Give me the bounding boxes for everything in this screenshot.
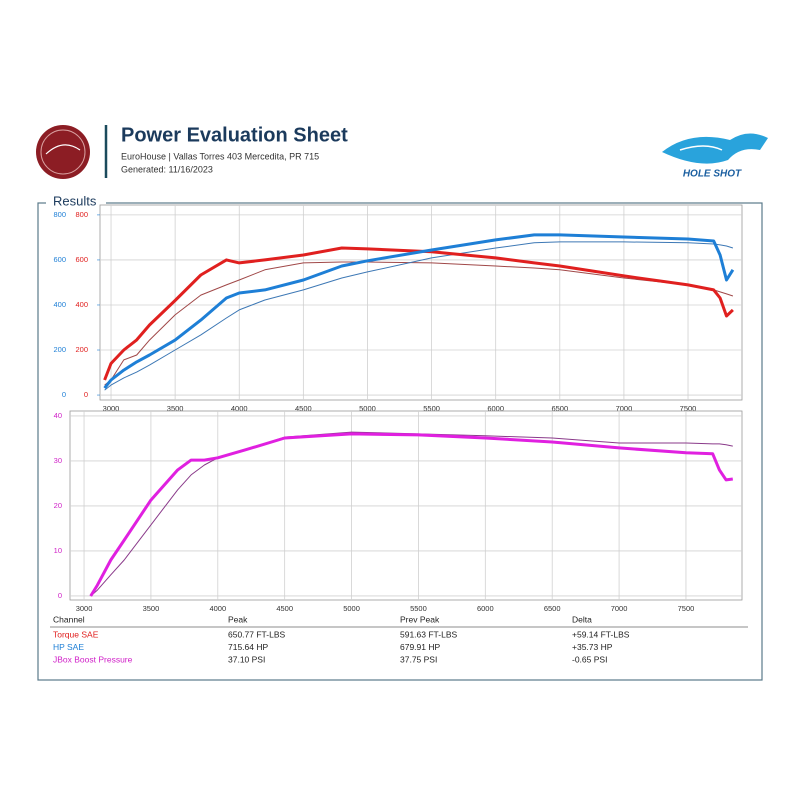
table-cell: +59.14 FT-LBS: [572, 629, 630, 639]
y-tick-label: 40: [54, 411, 62, 420]
y-tick-label: 200: [75, 345, 88, 354]
x-tick-label: 4500: [295, 404, 312, 413]
table-cell: 715.64 HP: [228, 642, 268, 652]
x-tick-label: 6500: [544, 604, 561, 613]
results-frame: [37, 202, 763, 681]
x-tick-label: 4500: [276, 604, 293, 613]
plot-area: [69, 410, 743, 601]
logo-swoosh: [45, 144, 81, 155]
charts: 3000 3500 4000 4500 5000 5500 6000 6500 7000 7500…: [53, 204, 743, 613]
series-line: [89, 432, 733, 597]
x-tick-label: 4000: [231, 404, 248, 413]
y2-tick-label: 600: [53, 255, 66, 264]
x-tick-label: 7500: [678, 604, 695, 613]
left-logo: [36, 125, 90, 179]
x-tick-label: 6000: [487, 404, 504, 413]
brand-horse: [662, 133, 768, 164]
x-tick-label: 4000: [209, 604, 226, 613]
results-label-bg: [46, 194, 106, 210]
table-cell: 679.91 HP: [400, 642, 440, 652]
x-tick-label: 3000: [76, 604, 93, 613]
series-line: [103, 246, 734, 381]
y-tick-label: 0: [84, 390, 88, 399]
table-cell: +35.73 HP: [572, 642, 613, 652]
x-tick-label: 6000: [477, 604, 494, 613]
x-tick-label: 6500: [551, 404, 568, 413]
plot-area: [99, 204, 743, 401]
y-tick-label: 0: [58, 591, 62, 600]
x-tick-label: 7000: [611, 604, 628, 613]
table-cell: 591.63 FT-LBS: [400, 629, 458, 639]
table-header: Peak: [228, 614, 248, 624]
table-header: Delta: [572, 614, 592, 624]
table-cell: 650.77 FT-LBS: [228, 629, 286, 639]
y-tick-label: 30: [54, 456, 62, 465]
logo-ring: [40, 129, 86, 175]
y-tick-label: 800: [75, 210, 88, 219]
x-tick-label: 5500: [410, 604, 427, 613]
title: Power Evaluation Sheet: [121, 124, 348, 146]
peak-table: Channel Peak Prev Peak Delta Torque SAE 650.7…: [50, 614, 748, 664]
brand-logo: HOLE SHOT: [662, 133, 768, 180]
y2-tick-label: 0: [62, 390, 66, 399]
series-line: [104, 241, 734, 391]
chart: 3000 3500 4000 4500 5000 5500 6000 6500 7000 7500…: [54, 410, 743, 613]
logo-circle: [36, 125, 90, 179]
section-title: Results: [53, 193, 97, 208]
brand-streak: [679, 145, 723, 151]
generated-date: Generated: 11/16/2023: [121, 164, 213, 174]
x-tick-label: 3500: [143, 604, 160, 613]
y2-tick-label: 200: [53, 345, 66, 354]
x-tick-label: 5500: [423, 404, 440, 413]
y-tick-label: 600: [75, 255, 88, 264]
table-cell: -0.65 PSI: [572, 654, 607, 664]
chart: 3000 3500 4000 4500 5000 5500 6000 6500 7000 7500…: [53, 204, 743, 413]
y2-tick-label: 800: [53, 210, 66, 219]
table-header: Channel: [53, 614, 85, 624]
table-cell: 37.75 PSI: [400, 654, 437, 664]
y-tick-label: 20: [54, 501, 62, 510]
x-tick-label: 3500: [167, 404, 184, 413]
x-tick-label: 3000: [103, 404, 120, 413]
y2-tick-label: 400: [53, 300, 66, 309]
x-tick-label: 5000: [343, 604, 360, 613]
x-tick-label: 5000: [359, 404, 376, 413]
brand-name: HOLE SHOT: [683, 169, 742, 180]
table-cell: 37.10 PSI: [228, 654, 265, 664]
x-tick-label: 7000: [616, 404, 633, 413]
channel-name: Torque SAE: [53, 629, 99, 639]
series-line: [103, 233, 735, 390]
x-tick-label: 7500: [680, 404, 697, 413]
table-header: Prev Peak: [400, 614, 440, 624]
channel-name: HP SAE: [53, 642, 84, 652]
channel-name: JBox Boost Pressure: [53, 654, 133, 664]
y-tick-label: 10: [54, 546, 62, 555]
y-tick-label: 400: [75, 300, 88, 309]
subtitle: EuroHouse | Vallas Torres 403 Mercedita,…: [121, 151, 319, 161]
